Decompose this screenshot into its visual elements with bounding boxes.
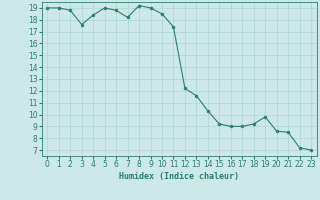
X-axis label: Humidex (Indice chaleur): Humidex (Indice chaleur) (119, 172, 239, 181)
